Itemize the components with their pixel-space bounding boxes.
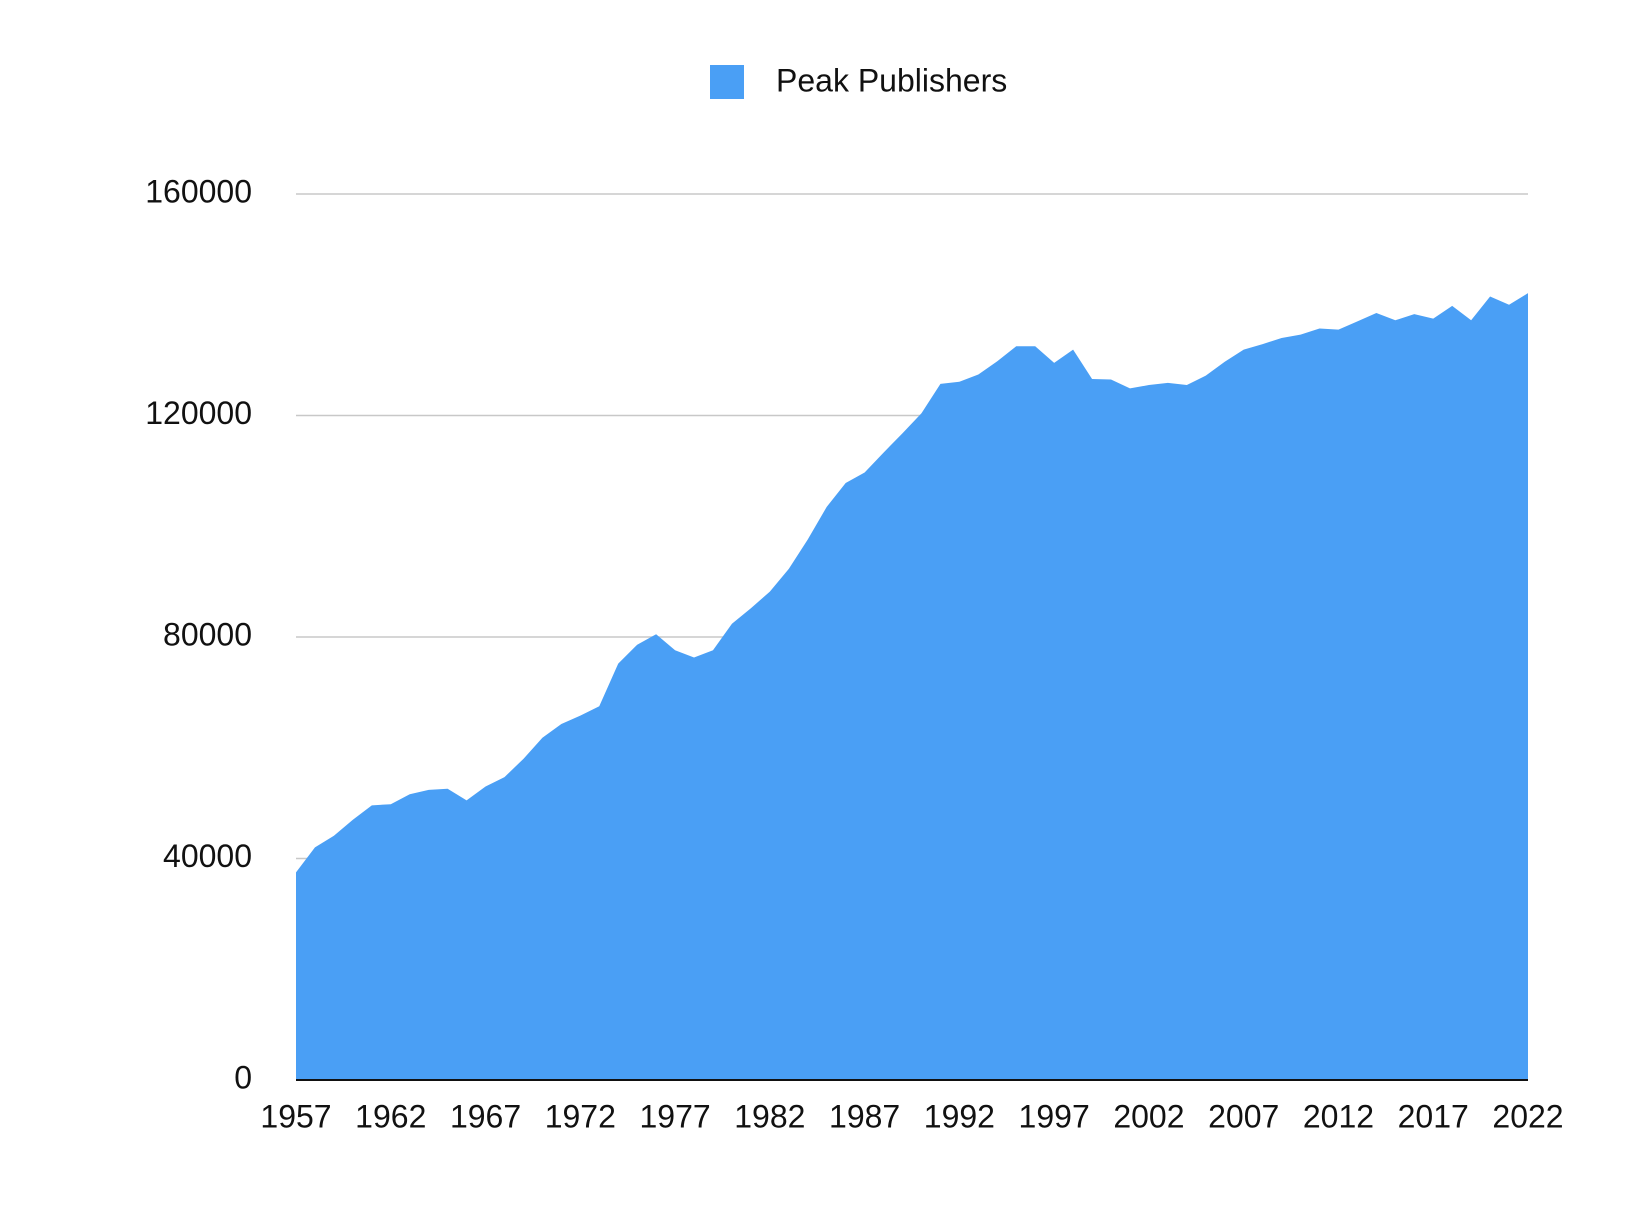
x-tick-label: 1997 <box>1019 1098 1090 1134</box>
legend-label: Peak Publishers <box>776 62 1007 98</box>
y-tick-label: 40000 <box>163 838 252 874</box>
x-tick-label: 1987 <box>829 1098 900 1134</box>
x-tick-label: 1972 <box>545 1098 616 1134</box>
x-tick-label: 2022 <box>1492 1098 1563 1134</box>
x-tick-label: 2002 <box>1113 1098 1184 1134</box>
x-tick-label: 2017 <box>1398 1098 1469 1134</box>
area <box>296 293 1528 1081</box>
y-tick-label: 0 <box>234 1059 252 1095</box>
x-tick-label: 1957 <box>260 1098 331 1134</box>
legend-swatch <box>710 65 744 99</box>
x-tick-label: 2007 <box>1208 1098 1279 1134</box>
x-tick-label: 1977 <box>639 1098 710 1134</box>
x-tick-label: 1962 <box>355 1098 426 1134</box>
x-tick-label: 1992 <box>924 1098 995 1134</box>
y-tick-label: 80000 <box>163 616 252 652</box>
x-tick-label: 1982 <box>734 1098 805 1134</box>
y-tick-label: 160000 <box>145 173 252 209</box>
x-tick-label: 2012 <box>1303 1098 1374 1134</box>
y-tick-label: 120000 <box>145 395 252 431</box>
x-tick-label: 1967 <box>450 1098 521 1134</box>
